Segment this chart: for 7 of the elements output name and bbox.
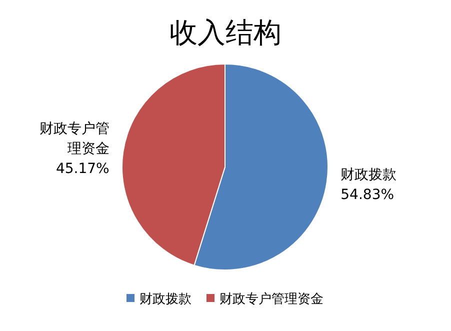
data-label: 45.17% [54, 160, 110, 180]
legend-label: 财政专户管理资金 [220, 292, 324, 307]
slice-label: 财政专户管理资金 [38, 120, 110, 160]
slice-label: 财政拨款 [340, 166, 398, 185]
legend-label: 财政拨款 [140, 292, 192, 307]
chart-title: 收入结构 [170, 16, 282, 49]
data-label: 54.83% [340, 186, 396, 205]
